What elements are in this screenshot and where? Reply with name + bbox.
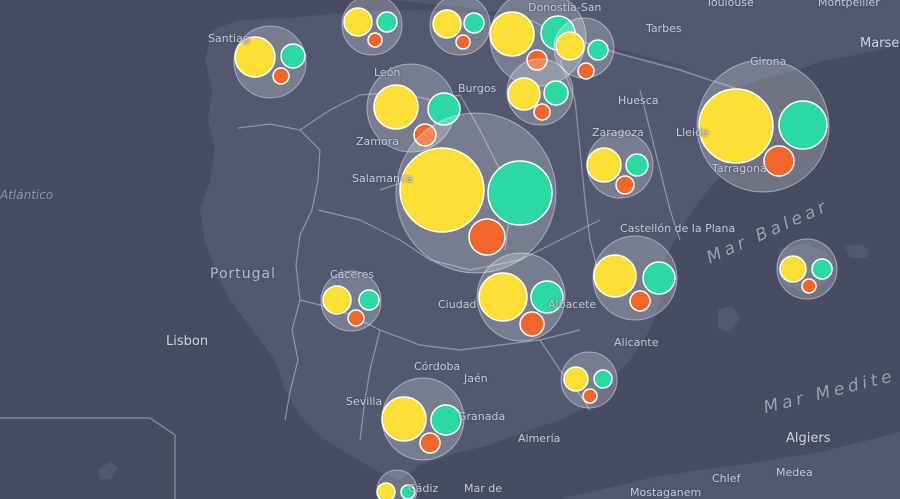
africa-land bbox=[560, 432, 900, 499]
green-bubble[interactable] bbox=[430, 404, 462, 436]
green-bubble[interactable] bbox=[376, 11, 398, 33]
yellow-bubble[interactable] bbox=[507, 77, 541, 111]
green-bubble[interactable] bbox=[593, 369, 613, 389]
yellow-bubble[interactable] bbox=[234, 36, 276, 78]
region-border-8 bbox=[359, 329, 381, 441]
yellow-bubble[interactable] bbox=[381, 396, 427, 442]
cluster-andalucia[interactable] bbox=[381, 377, 465, 461]
cluster-cadiz-area[interactable] bbox=[376, 469, 418, 499]
region-border-4 bbox=[559, 59, 601, 281]
orange-bubble[interactable] bbox=[455, 34, 471, 50]
cluster-la-rioja[interactable] bbox=[506, 58, 574, 126]
green-bubble[interactable] bbox=[587, 39, 609, 61]
cluster-cantabria[interactable] bbox=[429, 0, 491, 56]
orange-bubble[interactable] bbox=[526, 49, 548, 71]
green-bubble[interactable] bbox=[625, 153, 649, 177]
france-land bbox=[395, 0, 900, 88]
land-layer bbox=[98, 0, 900, 499]
orange-bubble[interactable] bbox=[615, 175, 635, 195]
yellow-bubble[interactable] bbox=[478, 272, 528, 322]
inset-frame bbox=[0, 417, 176, 499]
green-bubble[interactable] bbox=[530, 280, 564, 314]
cluster-madrid[interactable] bbox=[395, 112, 557, 274]
cluster-galicia[interactable] bbox=[233, 25, 307, 99]
cluster-aragon[interactable] bbox=[586, 131, 654, 199]
orange-bubble[interactable] bbox=[468, 218, 506, 256]
iberia-land bbox=[200, 10, 740, 480]
ibiza-land bbox=[718, 306, 740, 332]
yellow-bubble[interactable] bbox=[593, 254, 637, 298]
yellow-bubble[interactable] bbox=[563, 366, 589, 392]
orange-bubble[interactable] bbox=[347, 309, 365, 327]
cluster-halo[interactable] bbox=[776, 238, 838, 300]
yellow-bubble[interactable] bbox=[555, 31, 585, 61]
orange-bubble[interactable] bbox=[582, 388, 598, 404]
cluster-extremadura[interactable] bbox=[320, 270, 382, 332]
green-bubble[interactable] bbox=[778, 100, 828, 150]
green-bubble[interactable] bbox=[543, 80, 569, 106]
region-border-6 bbox=[639, 89, 681, 241]
yellow-bubble[interactable] bbox=[373, 84, 419, 130]
yellow-bubble[interactable] bbox=[432, 9, 462, 39]
orange-bubble[interactable] bbox=[763, 145, 795, 177]
orange-bubble[interactable] bbox=[272, 67, 290, 85]
cluster-leon-asturias[interactable] bbox=[341, 0, 403, 56]
cluster-murcia[interactable] bbox=[560, 351, 618, 409]
orange-bubble[interactable] bbox=[629, 290, 651, 312]
yellow-bubble[interactable] bbox=[399, 147, 485, 233]
green-bubble[interactable] bbox=[280, 43, 306, 69]
cluster-halo[interactable] bbox=[560, 351, 618, 409]
orange-bubble[interactable] bbox=[367, 32, 383, 48]
orange-bubble[interactable] bbox=[419, 432, 441, 454]
orange-bubble[interactable] bbox=[413, 123, 437, 147]
green-bubble[interactable] bbox=[358, 289, 380, 311]
orange-bubble[interactable] bbox=[533, 103, 551, 121]
green-bubble[interactable] bbox=[642, 261, 676, 295]
orange-bubble[interactable] bbox=[801, 278, 817, 294]
yellow-bubble[interactable] bbox=[698, 88, 774, 164]
yellow-bubble[interactable] bbox=[322, 285, 352, 315]
cluster-valencia[interactable] bbox=[592, 235, 678, 321]
yellow-bubble[interactable] bbox=[779, 255, 807, 283]
yellow-bubble[interactable] bbox=[489, 11, 535, 57]
cluster-baleares[interactable] bbox=[776, 238, 838, 300]
orange-bubble[interactable] bbox=[519, 311, 545, 337]
menorca-land bbox=[845, 244, 870, 258]
green-bubble[interactable] bbox=[811, 258, 833, 280]
green-bubble[interactable] bbox=[463, 12, 485, 34]
green-bubble[interactable] bbox=[487, 160, 553, 226]
yellow-bubble[interactable] bbox=[343, 7, 373, 37]
cluster-cataluna[interactable] bbox=[696, 59, 830, 193]
cluster-castilla-la-mancha[interactable] bbox=[476, 252, 566, 342]
region-border-2 bbox=[317, 209, 601, 271]
orange-bubble[interactable] bbox=[577, 62, 595, 80]
cluster-castilla-leon[interactable] bbox=[366, 63, 461, 153]
cluster-layer bbox=[233, 0, 838, 499]
green-bubble[interactable] bbox=[427, 92, 461, 126]
green-bubble[interactable] bbox=[400, 484, 416, 499]
region-border-3 bbox=[299, 299, 581, 351]
yellow-bubble[interactable] bbox=[586, 147, 622, 183]
canary-island bbox=[98, 462, 118, 480]
yellow-bubble[interactable] bbox=[376, 482, 396, 499]
cluster-navarra[interactable] bbox=[553, 17, 615, 80]
